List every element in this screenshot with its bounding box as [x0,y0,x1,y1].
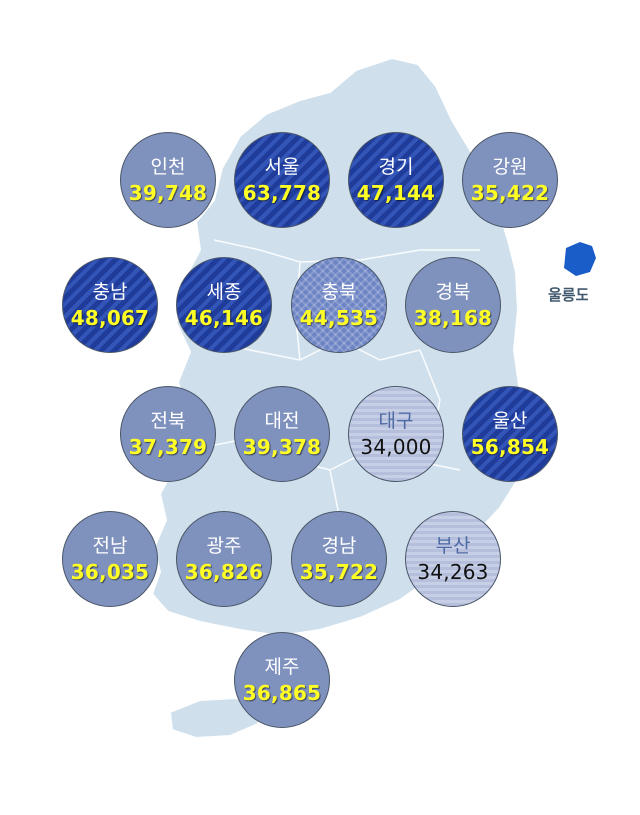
jeju-island-shape [168,696,264,740]
region-name: 전북 [150,409,186,432]
region-name: 서울 [264,155,300,178]
region-value: 35,422 [470,180,550,205]
region-name: 부산 [435,534,471,557]
region-name: 대구 [378,409,414,432]
region-value: 56,854 [470,434,550,459]
region-value: 35,722 [299,559,379,584]
region-name: 제주 [264,655,300,678]
region-bubble[interactable]: 인천 39,748 [120,132,216,228]
region-bubble[interactable]: 제주 36,865 [234,632,330,728]
region-bubble[interactable]: 부산 34,263 [405,511,501,607]
region-bubble[interactable]: 강원 35,422 [462,132,558,228]
region-name: 충북 [321,280,357,303]
region-bubble[interactable]: 경기 47,144 [348,132,444,228]
region-bubble[interactable]: 광주 36,826 [176,511,272,607]
region-bubble[interactable]: 세종 46,146 [176,257,272,353]
region-name: 대전 [264,409,300,432]
region-bubble[interactable]: 충북 44,535 [291,257,387,353]
region-bubble[interactable]: 경북 38,168 [405,257,501,353]
region-name: 경북 [435,280,471,303]
region-value: 44,535 [299,305,379,330]
region-value: 39,748 [128,180,208,205]
ulleung-island-shape [564,242,596,276]
region-name: 광주 [206,534,242,557]
region-name: 경남 [321,534,357,557]
region-bubble[interactable]: 울산 56,854 [462,386,558,482]
region-value: 63,778 [242,180,322,205]
region-value: 36,035 [70,559,150,584]
region-value: 39,378 [242,434,322,459]
region-bubble[interactable]: 대전 39,378 [234,386,330,482]
region-name: 인천 [150,155,186,178]
region-name: 경기 [378,155,414,178]
region-bubble[interactable]: 전남 36,035 [62,511,158,607]
region-bubble[interactable]: 경남 35,722 [291,511,387,607]
region-value: 47,144 [356,180,436,205]
region-name: 강원 [492,155,528,178]
region-name: 울산 [492,409,528,432]
region-value: 48,067 [70,305,150,330]
region-value: 46,146 [184,305,264,330]
region-value: 36,865 [242,680,322,705]
region-name: 세종 [206,280,242,303]
region-bubble[interactable]: 전북 37,379 [120,386,216,482]
region-bubble[interactable]: 대구 34,000 [348,386,444,482]
region-name: 전남 [92,534,128,557]
region-name: 충남 [92,280,128,303]
region-value: 38,168 [413,305,493,330]
region-bubble[interactable]: 충남 48,067 [62,257,158,353]
region-value: 34,000 [360,434,432,459]
ulleung-label: 울릉도 [548,286,588,304]
region-bubble[interactable]: 서울 63,778 [234,132,330,228]
region-value: 36,826 [184,559,264,584]
region-value: 37,379 [128,434,208,459]
region-value: 34,263 [417,559,489,584]
